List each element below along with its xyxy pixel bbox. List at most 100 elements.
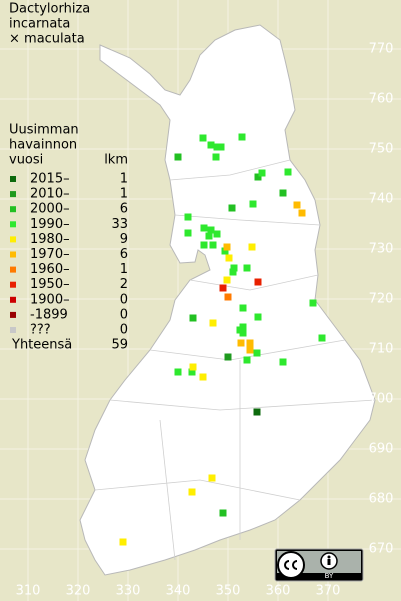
legend-title-line: vuosi	[9, 153, 43, 168]
observation-point	[248, 243, 256, 251]
observation-point	[253, 349, 261, 357]
title-line: × maculata	[9, 32, 85, 47]
legend-swatch	[10, 206, 16, 213]
y-tick-label: 670	[369, 542, 394, 557]
legend-label: ???	[30, 323, 51, 338]
legend-swatch	[10, 236, 16, 243]
observation-point	[184, 213, 192, 221]
observation-point	[225, 254, 233, 262]
legend-label: 2015–	[30, 172, 70, 187]
x-tick-label: 340	[166, 584, 191, 599]
observation-point	[212, 153, 220, 161]
observation-point	[200, 224, 208, 232]
y-tick-label: 710	[369, 342, 394, 357]
legend-label: 1970–	[30, 247, 70, 262]
legend-count: 1	[120, 172, 128, 187]
x-tick-label: 360	[266, 584, 291, 599]
y-tick-label: 700	[369, 392, 394, 407]
observation-point	[230, 264, 238, 272]
title-line: incarnata	[9, 17, 70, 32]
observation-point	[199, 134, 207, 142]
observation-point	[279, 189, 287, 197]
legend-count: 0	[120, 307, 128, 322]
legend-swatch	[10, 327, 16, 333]
legend-swatch	[10, 266, 16, 273]
observation-point	[221, 247, 229, 255]
observation-point	[188, 368, 196, 376]
count-header: lkm	[104, 153, 128, 168]
legend-swatch	[10, 221, 16, 228]
legend-count: 0	[120, 323, 128, 338]
observation-point	[174, 368, 182, 376]
observation-point	[279, 358, 287, 366]
observation-point	[293, 201, 301, 209]
x-tick-label: 330	[116, 584, 141, 599]
observation-point	[200, 241, 208, 249]
observation-point	[298, 209, 306, 217]
legend-label: 2000–	[30, 202, 70, 217]
observation-point	[207, 226, 215, 234]
y-tick-label: 740	[369, 192, 394, 207]
observation-point	[219, 284, 227, 292]
legend-count: 0	[120, 292, 128, 307]
legend-count: 1	[120, 262, 128, 277]
observation-point	[119, 538, 127, 546]
legend-swatch	[10, 311, 16, 318]
observation-point	[208, 474, 216, 482]
observation-point	[254, 313, 262, 321]
observation-point	[189, 363, 197, 371]
observation-point	[207, 141, 215, 149]
legend-swatch	[10, 176, 16, 182]
observation-point	[318, 334, 326, 342]
observation-point	[184, 229, 192, 237]
legend-count: 1	[120, 187, 128, 202]
observation-point	[224, 353, 232, 361]
legend-label: 1990–	[30, 217, 70, 232]
observation-point	[199, 373, 207, 381]
y-tick-label: 750	[369, 142, 394, 157]
legend-count: 2	[120, 277, 128, 292]
y-tick-label: 690	[369, 442, 394, 457]
observation-point	[223, 243, 231, 251]
observation-point	[229, 268, 237, 276]
legend-count: 6	[120, 247, 128, 262]
observation-point	[249, 200, 257, 208]
observation-point	[238, 133, 246, 141]
legend-label: -1899	[30, 307, 68, 322]
observation-point	[246, 346, 254, 354]
observation-point	[254, 278, 262, 286]
x-tick-label: 320	[66, 584, 91, 599]
observation-point	[246, 339, 254, 347]
observation-point	[243, 356, 251, 364]
legend-label: 2010–	[30, 187, 70, 202]
license-badge: BY	[274, 548, 364, 582]
observation-point	[209, 241, 217, 249]
x-tick-label: 350	[216, 584, 241, 599]
observation-point	[309, 299, 317, 307]
legend-label: 1950–	[30, 277, 70, 292]
y-tick-label: 720	[369, 292, 394, 307]
x-tick-label: 370	[316, 584, 341, 599]
legend-count: 33	[111, 217, 128, 232]
observation-point	[189, 314, 197, 322]
observation-point	[223, 276, 231, 284]
legend-swatch	[10, 296, 16, 303]
legend-count: 6	[120, 202, 128, 217]
observation-point	[213, 230, 221, 238]
legend-label: 1900–	[30, 292, 70, 307]
legend-swatch	[10, 281, 16, 288]
observation-point	[224, 293, 232, 301]
observation-point	[243, 264, 251, 272]
observation-point	[228, 204, 236, 212]
title-line: Dactylorhiza	[9, 2, 90, 17]
legend-label: 1960–	[30, 262, 70, 277]
observation-point	[239, 304, 247, 312]
legend-count: 9	[120, 232, 128, 247]
observation-point	[237, 339, 245, 347]
observation-point	[174, 153, 182, 161]
observation-point	[253, 408, 261, 416]
badge-label: BY	[325, 572, 334, 580]
observation-point	[258, 169, 266, 177]
